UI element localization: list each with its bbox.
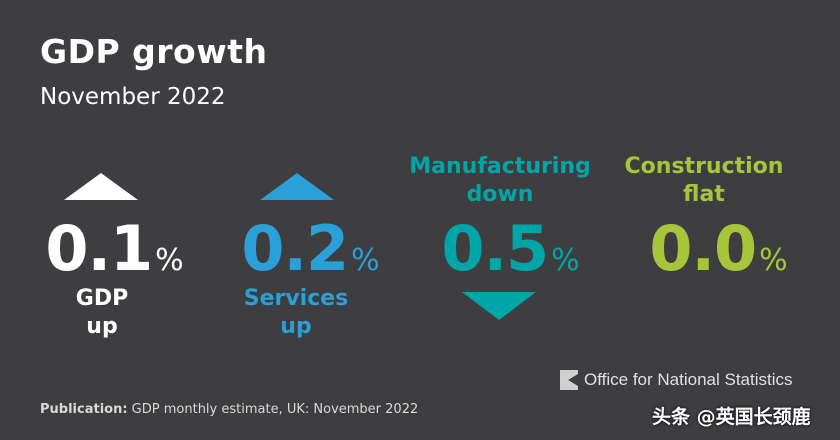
watermark: 头条 @英国长颈鹿 — [652, 406, 811, 428]
manufacturing-value: 0.5% — [441, 212, 579, 285]
page-title: GDP growth — [40, 32, 268, 71]
construction-label: Construction flat — [624, 154, 784, 207]
construction-value: 0.0% — [649, 212, 787, 285]
gdp-value: 0.1% — [45, 212, 183, 285]
gdp-up-arrow-icon — [64, 173, 138, 200]
ons-logo-icon — [560, 370, 578, 390]
manufacturing-label: Manufacturing down — [409, 154, 591, 207]
publication-footer: Publication: GDP monthly estimate, UK: N… — [40, 402, 419, 417]
ons-logo-text: Office for National Statistics — [584, 370, 793, 389]
ons-logo: Office for National Statistics — [560, 370, 793, 390]
page-subtitle: November 2022 — [40, 84, 226, 110]
services-value: 0.2% — [241, 212, 379, 285]
gdp-label: GDP up — [75, 286, 129, 339]
manufacturing-down-arrow-icon — [462, 292, 536, 320]
services-label: Services up — [243, 286, 349, 339]
services-up-arrow-icon — [260, 173, 334, 200]
